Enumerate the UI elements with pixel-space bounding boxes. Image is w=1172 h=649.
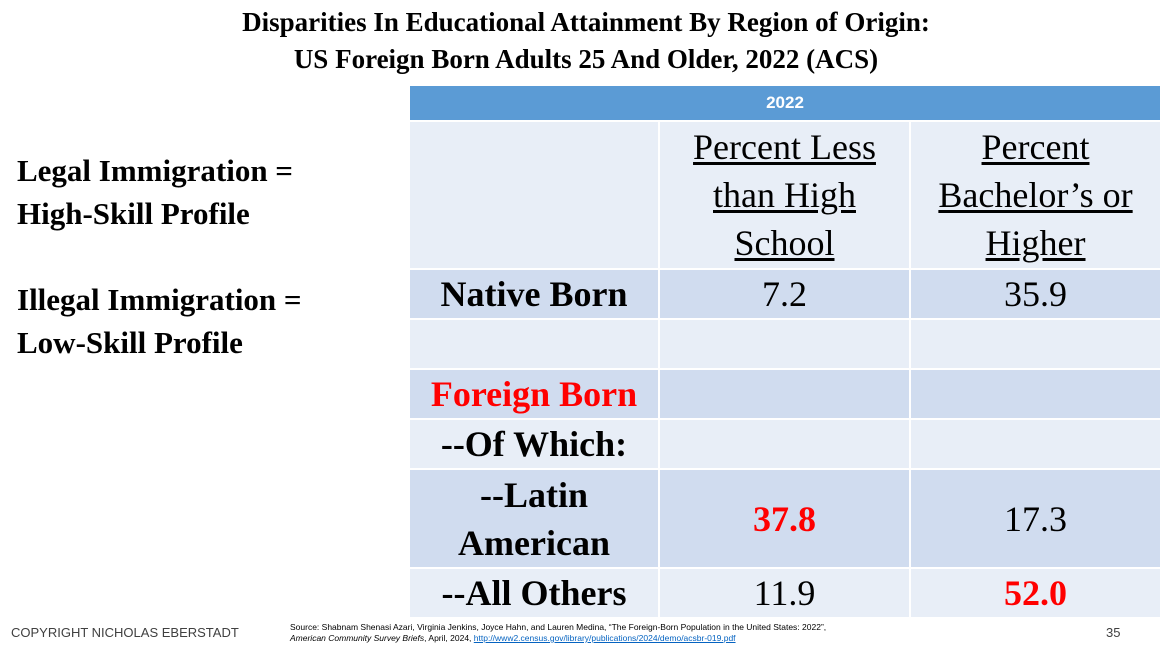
copyright-notice: COPYRIGHT NICHOLAS EBERSTADT — [11, 625, 239, 640]
row-label-of-which: --Of Which: — [408, 418, 660, 470]
row-label-latin-american: --Latin American — [408, 468, 660, 569]
legal-line-2: High-Skill Profile — [17, 196, 250, 231]
cell-bachelors: 35.9 — [908, 268, 1163, 320]
cell-bachelors — [908, 318, 1163, 370]
title-line-1: Disparities In Educational Attainment By… — [242, 7, 930, 37]
source-date: , April, 2024, — [424, 633, 474, 643]
row-label-blank — [408, 318, 660, 370]
table-row: Native Born 7.2 35.9 — [408, 268, 1163, 320]
cell-less-hs: 37.8 — [658, 468, 911, 569]
header-blank-cell — [408, 120, 660, 270]
legal-immigration-note: Legal Immigration = High-Skill Profile — [17, 149, 293, 235]
cell-less-hs — [658, 368, 911, 420]
cell-bachelors: 17.3 — [908, 468, 1163, 569]
column-header-row: Percent Less than High School Percent Ba… — [408, 120, 1163, 270]
cell-bachelors — [908, 418, 1163, 470]
col2-line-3: Higher — [985, 223, 1086, 263]
year-header: 2022 — [407, 84, 1163, 122]
table-row — [408, 318, 1163, 370]
source-line-2: American Community Survey Briefs, April,… — [290, 633, 930, 644]
col2-line-1: Percent — [981, 127, 1090, 167]
cell-less-hs: 11.9 — [658, 567, 911, 619]
cell-less-hs: 7.2 — [658, 268, 911, 320]
row-label-native-born: Native Born — [408, 268, 660, 320]
col-less-than-high-school-header: Percent Less than High School — [658, 120, 911, 270]
source-citation: Source: Shabnam Shenasi Azari, Virginia … — [290, 622, 930, 644]
slide-title: Disparities In Educational Attainment By… — [0, 4, 1172, 78]
col1-line-3: School — [734, 223, 835, 263]
source-journal: American Community Survey Briefs — [290, 633, 425, 643]
table-row: --Latin American 37.8 17.3 — [408, 468, 1163, 569]
source-link[interactable]: http://www2.census.gov/library/publicati… — [473, 633, 736, 643]
illegal-line-1: Illegal Immigration = — [17, 282, 302, 317]
year-header-row: 2022 — [407, 84, 1163, 122]
col1-line-2: than High — [713, 175, 856, 215]
legal-line-1: Legal Immigration = — [17, 153, 293, 188]
illegal-immigration-note: Illegal Immigration = Low-Skill Profile — [17, 278, 302, 364]
col2-line-2: Bachelor’s or — [938, 175, 1133, 215]
page-number: 35 — [1106, 625, 1121, 640]
attainment-table: 2022 Percent Less than High School Perce… — [407, 84, 1163, 619]
source-line-1: Source: Shabnam Shenasi Azari, Virginia … — [290, 622, 827, 632]
row-label-all-others: --All Others — [408, 567, 660, 619]
col1-line-1: Percent Less — [693, 127, 876, 167]
cell-less-hs — [658, 318, 911, 370]
table-row: --All Others 11.9 52.0 — [408, 567, 1163, 619]
title-line-2: US Foreign Born Adults 25 And Older, 202… — [293, 44, 879, 74]
illegal-line-2: Low-Skill Profile — [17, 325, 243, 360]
table-row: Foreign Born — [408, 368, 1163, 420]
latin-line-1: --Latin — [480, 474, 588, 515]
col-bachelors-or-higher-header: Percent Bachelor’s or Higher — [908, 120, 1163, 270]
cell-bachelors — [908, 368, 1163, 420]
cell-less-hs — [658, 418, 911, 470]
row-label-foreign-born: Foreign Born — [408, 368, 660, 420]
latin-line-2: American — [458, 522, 610, 563]
table-row: --Of Which: — [408, 418, 1163, 470]
cell-bachelors: 52.0 — [908, 567, 1163, 619]
